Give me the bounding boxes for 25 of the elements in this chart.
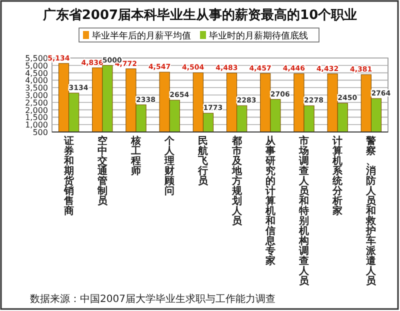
y-tick-label: 5,000 [25, 61, 48, 70]
source-note: 数据来源：中国2007届大学毕业生求职与工作能力调查 [30, 293, 276, 305]
y-tick-label: 3,500 [25, 84, 48, 93]
y-tick-label: 1,000 [25, 120, 48, 130]
chart-title: 广东省2007届本科毕业生从事的薪资最高的10个职业 [42, 7, 358, 23]
x-tick-label: 民航飞行员 [198, 136, 208, 187]
legend-label: 毕业时的月薪期待值底线 [209, 30, 308, 42]
x-tick-label: 市场调查人员和特别机构调查人员 [299, 136, 309, 287]
x-tick-label: 计算机系统分析家 [332, 136, 343, 217]
y-tick-label: 2,500 [25, 98, 48, 108]
legend-label: 毕业半年后的月薪平均值 [92, 30, 191, 42]
y-tick-label: 3,000 [25, 91, 48, 100]
y-tick-label: 1,500 [25, 113, 48, 122]
x-tick-label: 核工程师 [131, 136, 141, 177]
y-tick-label: 500 [32, 128, 48, 137]
y-tick-label: 5,500 [25, 54, 48, 63]
x-tick-label: 从事研究的计算机和信息专家 [265, 136, 276, 267]
x-tick-label: 证券和期货销售商 [64, 136, 74, 217]
x-tick-label: 警察、消防人员和救护车派遣人员 [366, 136, 376, 287]
x-tick-label: 个人理财顾问 [164, 136, 175, 197]
x-tick-label: 都市及地方规划人员 [232, 136, 242, 227]
x-tick-label: 空中交通管制员 [97, 136, 108, 207]
y-tick-label: 4,500 [25, 68, 48, 78]
y-tick-label: 4,000 [25, 76, 48, 86]
y-tick-label: 2,000 [25, 106, 48, 115]
